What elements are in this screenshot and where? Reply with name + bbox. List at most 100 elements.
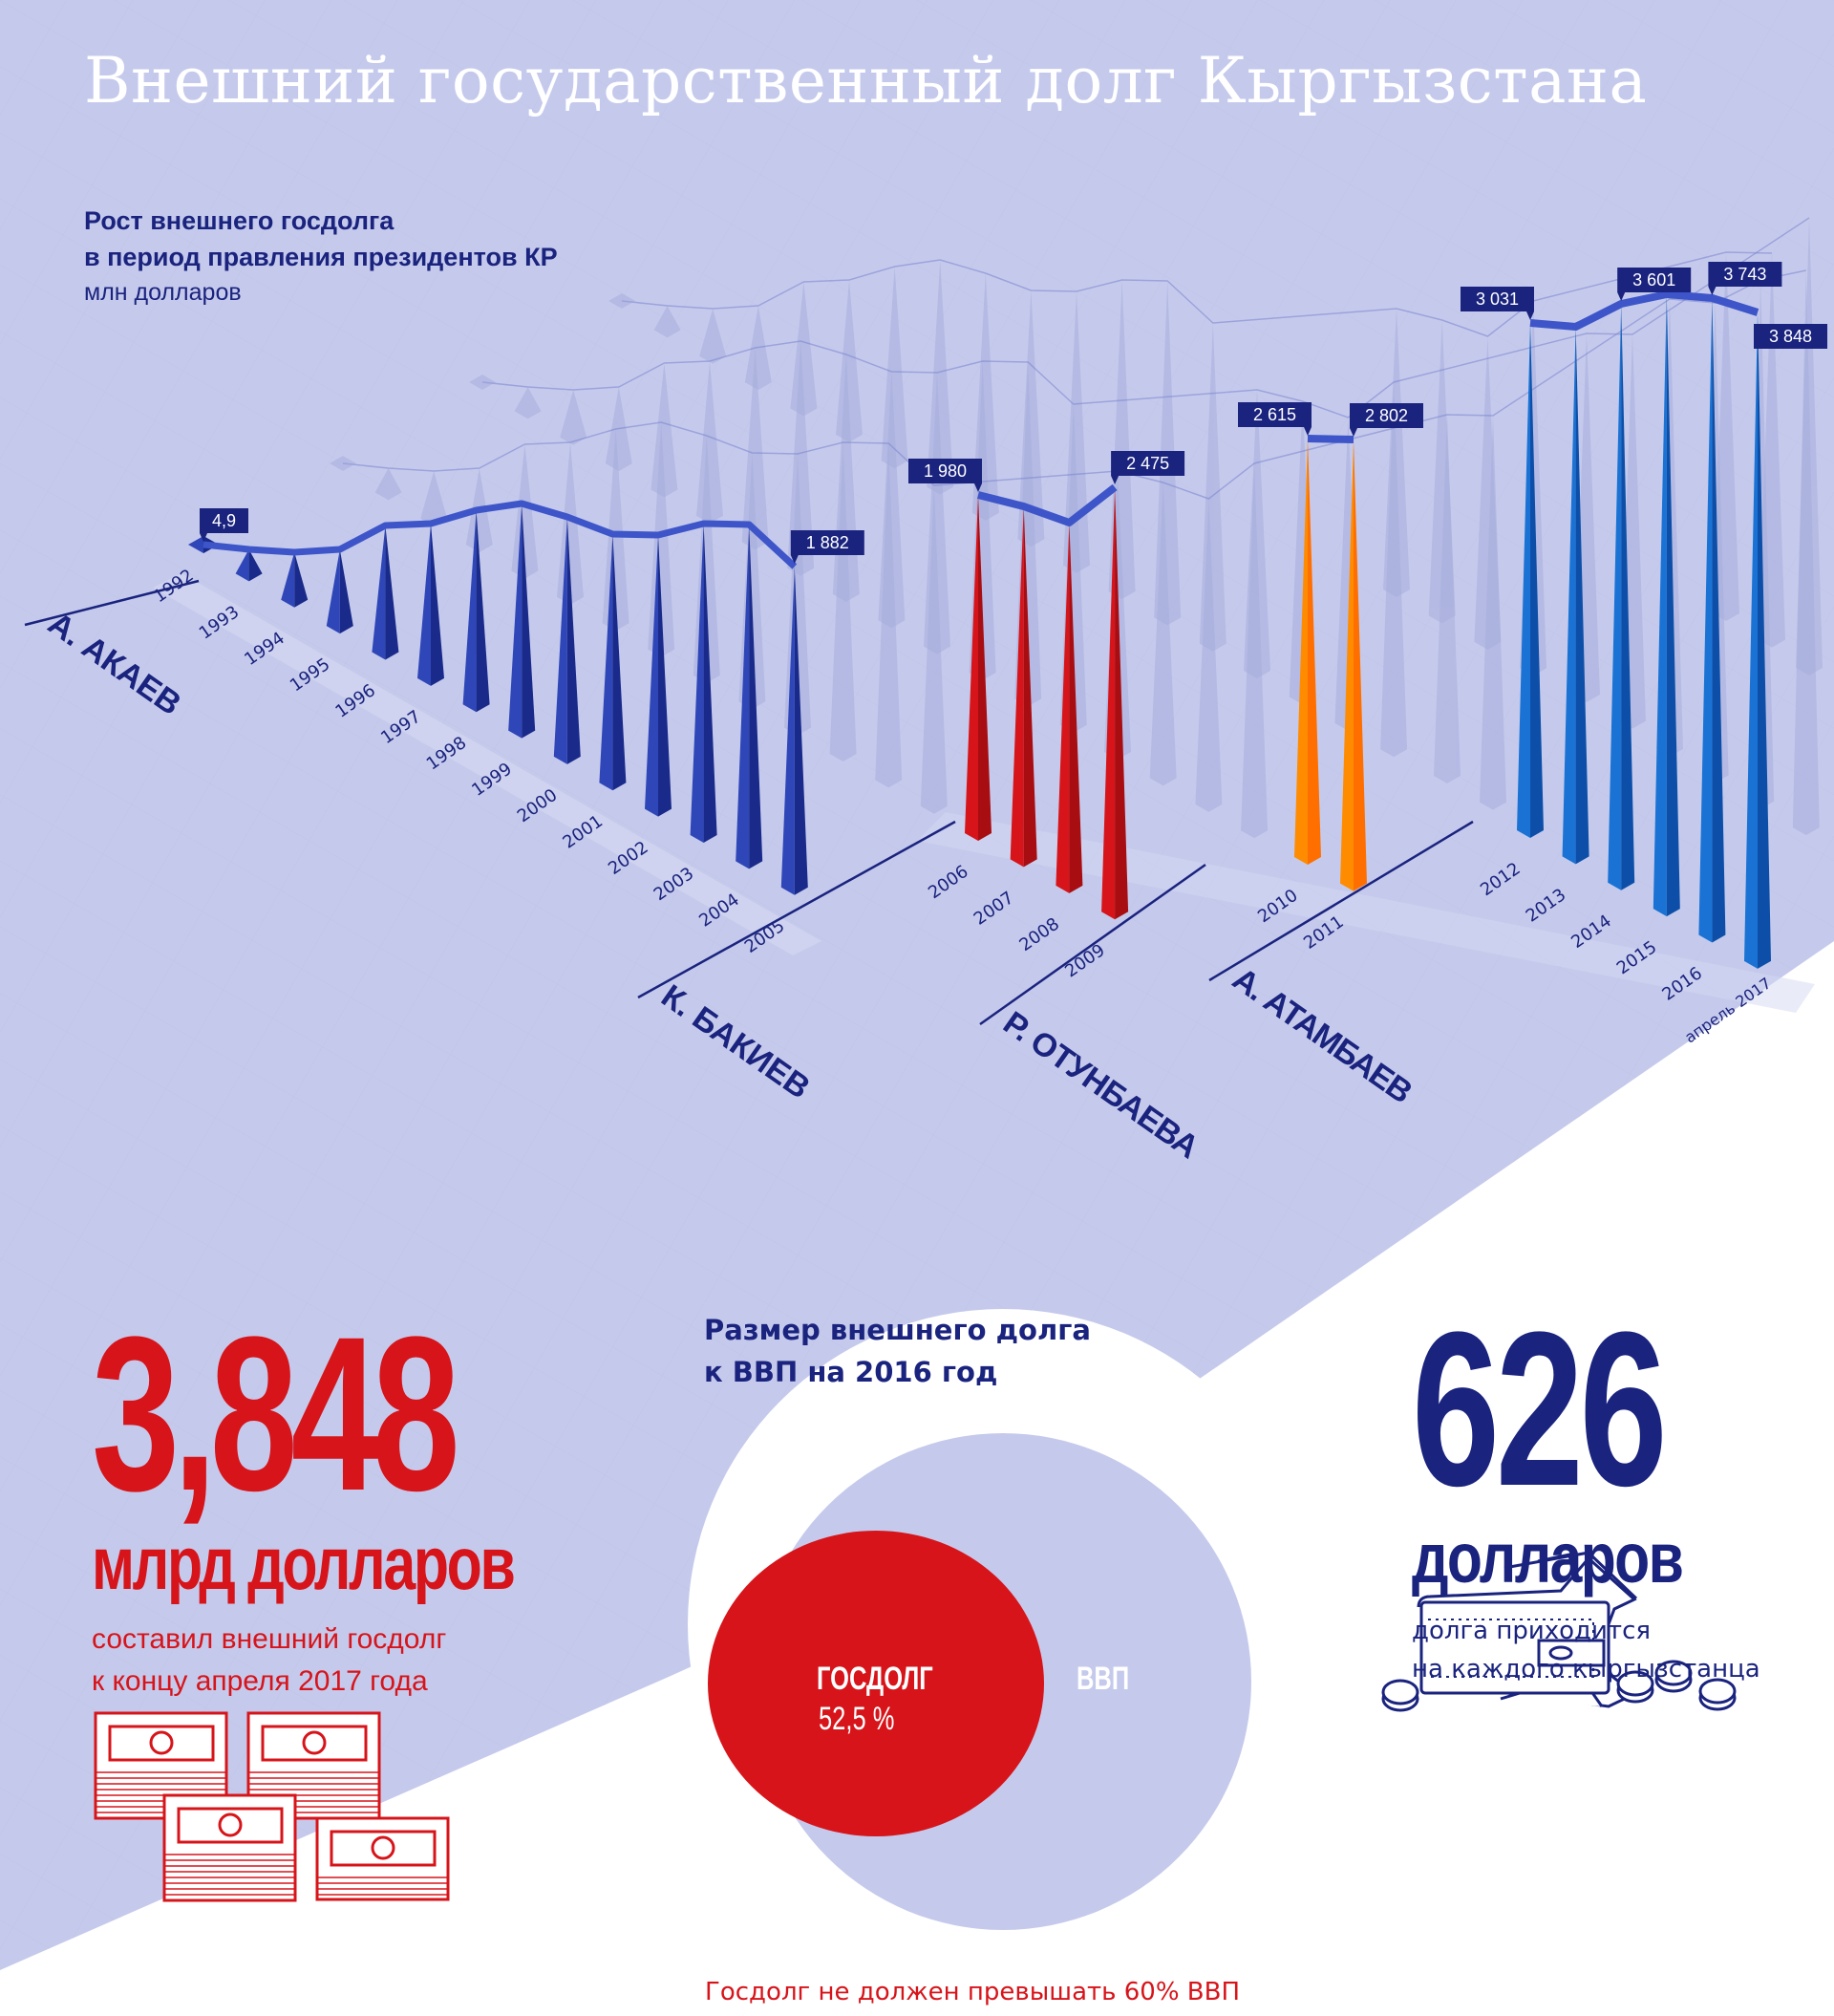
total-debt-value: 3,848 <box>92 1291 460 1536</box>
president-name: К. БАКИЕВ <box>654 977 816 1105</box>
ghost-bar <box>836 280 863 442</box>
year-label: 2008 <box>1015 914 1063 955</box>
value-label: 3 031 <box>1476 290 1519 309</box>
bar-1998 <box>462 510 490 713</box>
bar-2000 <box>553 517 581 764</box>
bar-2016 <box>1698 298 1726 943</box>
bar-2013 <box>1562 327 1589 865</box>
year-label: 2011 <box>1300 911 1348 953</box>
chart-unit-label: млн долларов <box>84 279 242 306</box>
value-label: 2 802 <box>1365 406 1408 425</box>
money-stack <box>315 1816 450 1901</box>
year-label: 1997 <box>377 707 425 748</box>
bar-2008 <box>1056 523 1083 893</box>
ghost-bar <box>1149 483 1177 786</box>
ghost-bar <box>1241 463 1269 839</box>
year-label: 1992 <box>150 566 198 607</box>
bar-апрель-2017 <box>1744 312 1771 969</box>
value-tag: 3 848 <box>1754 324 1827 349</box>
value-tag: 1 980 <box>908 459 982 492</box>
debt-circle-label: ГОСДОЛГ <box>817 1661 933 1697</box>
trend-lines <box>203 290 1759 569</box>
debt-percent-label: 52,5 % <box>819 1701 895 1737</box>
bar-1994 <box>281 552 309 608</box>
bar-2004 <box>736 525 763 869</box>
per-capita-block: 626 долларов долга приходится на каждого… <box>1412 1299 1761 1688</box>
value-label: 3 848 <box>1769 327 1812 346</box>
trend-line-0 <box>203 500 798 569</box>
ghost-bar <box>699 309 727 364</box>
value-tag: 3 743 <box>1708 262 1782 295</box>
trend-line-3 <box>1529 290 1759 331</box>
year-label: 1998 <box>423 733 471 774</box>
ghost-bar <box>514 387 542 419</box>
bar-2007 <box>1010 506 1037 868</box>
value-label: 2 615 <box>1253 405 1296 424</box>
ghost-bar <box>374 468 402 501</box>
money-stacks-icon <box>94 1711 450 1902</box>
ghost-bar <box>653 306 681 338</box>
axis-line <box>24 579 200 627</box>
year-label: 2009 <box>1061 940 1109 981</box>
bar-2014 <box>1608 304 1635 890</box>
ghost-line <box>481 217 1810 418</box>
total-debt-unit: млрд долларов <box>92 1521 516 1605</box>
ghost-bar <box>881 267 908 469</box>
chart-title-line1: Рост внешнего госдолга <box>84 206 395 235</box>
bar-1995 <box>326 549 353 634</box>
ghost-layer <box>608 251 1785 676</box>
page-title: Внешний государственный долг Кыргызстана <box>84 44 1648 118</box>
year-label: 1994 <box>241 628 288 669</box>
debt-circle <box>708 1531 1044 1836</box>
bar-2001 <box>599 534 627 791</box>
ghost-bar <box>787 341 815 576</box>
total-debt-desc-2: к концу апреля 2017 года <box>92 1665 428 1697</box>
ghost-bar <box>560 390 587 445</box>
value-label: 3 743 <box>1723 265 1766 284</box>
ghost-bar <box>1434 415 1461 783</box>
value-tags: 4,9 1 882 1 980 2 475 2 615 2 802 3 031 3 601 3 … <box>200 262 1827 564</box>
bar-2015 <box>1653 294 1680 917</box>
total-debt-desc-1: составил внешний госдолг <box>92 1623 447 1655</box>
ghost-bar <box>1480 416 1506 810</box>
year-label: 2010 <box>1254 886 1302 927</box>
value-label: 4,9 <box>212 511 236 530</box>
value-tag: 3 031 <box>1461 287 1534 320</box>
bar-1993 <box>235 549 263 582</box>
value-tag: 2 615 <box>1238 402 1312 436</box>
ghost-bar <box>1195 499 1223 812</box>
floor-right <box>917 812 1815 1013</box>
gdp-ratio-title-1: Размер внешнего долга <box>704 1314 1091 1346</box>
bar-2009 <box>1101 487 1129 920</box>
value-label: 2 475 <box>1126 454 1169 473</box>
money-stack <box>162 1793 297 1902</box>
per-capita-desc-1: долга приходится <box>1412 1617 1652 1645</box>
total-debt-block: 3,848 млрд долларов составил внешний гос… <box>92 1291 632 1703</box>
ghost-line <box>621 251 1773 337</box>
bar-1997 <box>417 524 444 686</box>
year-label: 2012 <box>1477 859 1525 900</box>
ghost-bar <box>650 363 678 498</box>
year-label: 2014 <box>1567 911 1615 952</box>
ghost-bar <box>1108 280 1136 600</box>
ghost-bar <box>790 282 818 417</box>
ghost-bar <box>920 485 948 814</box>
ghost-bar <box>829 442 857 762</box>
per-capita-unit: долларов <box>1412 1518 1684 1598</box>
president-name: А. АТАМБАЕВ <box>1226 960 1418 1110</box>
year-label: 2013 <box>1523 885 1570 926</box>
bar-2003 <box>690 524 717 844</box>
axis-lines <box>24 579 1474 1026</box>
ghost-bar <box>927 260 954 495</box>
bars <box>188 294 1771 969</box>
president-name: А. АКАЕВ <box>41 605 187 722</box>
year-label: 2005 <box>741 916 789 957</box>
ghost-bar <box>1792 270 1820 836</box>
gdp-ratio-title-2: к ВВП на 2016 год <box>704 1356 998 1388</box>
value-tag: 2 802 <box>1350 403 1423 437</box>
bar-2002 <box>645 535 672 817</box>
year-label: 2007 <box>970 888 1018 929</box>
gdp-circle-label: ВВП <box>1077 1661 1130 1697</box>
bar-2005 <box>780 567 808 895</box>
ghost-bar <box>420 471 448 526</box>
